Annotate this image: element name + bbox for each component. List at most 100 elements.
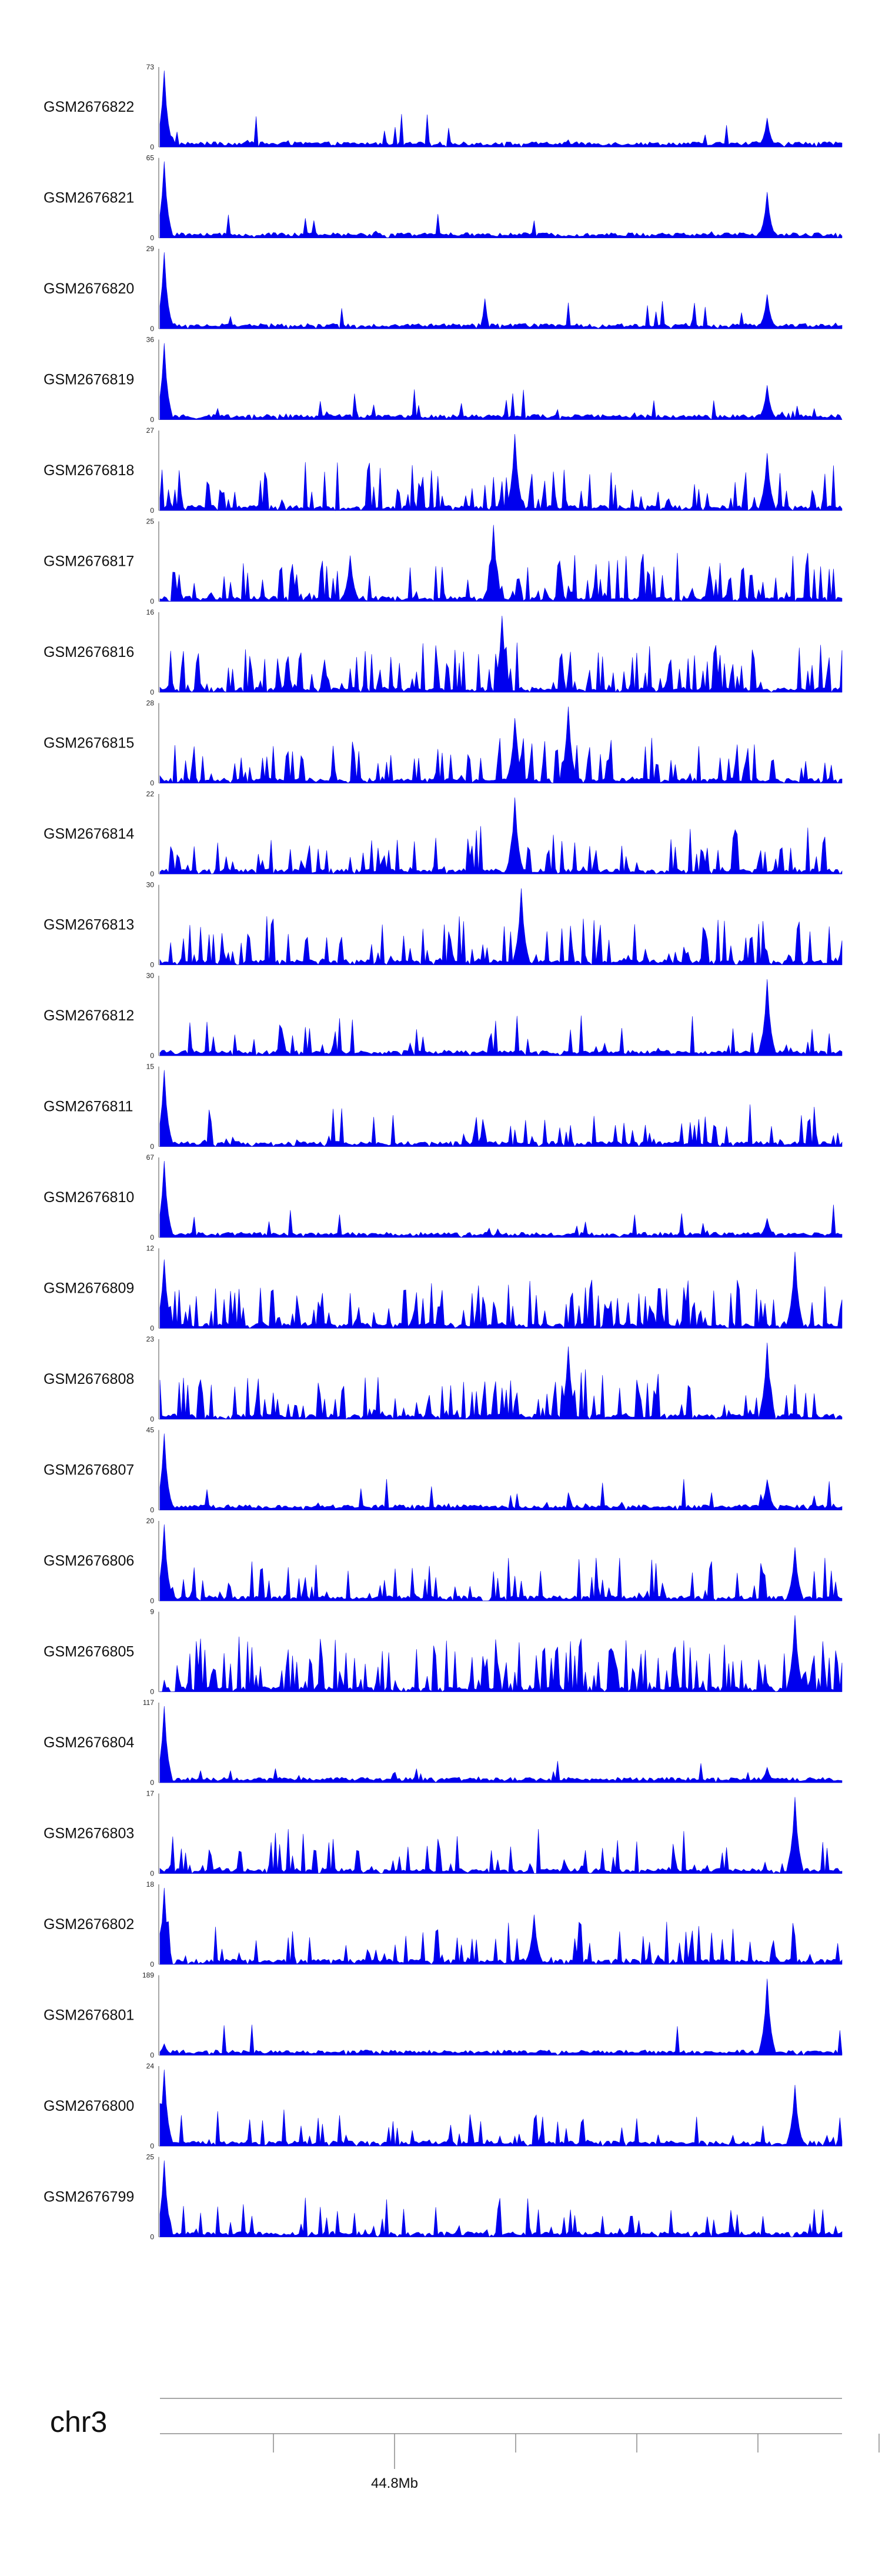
track-label: GSM2676809 (44, 1280, 134, 1297)
y-min-label: 0 (150, 506, 154, 515)
signal-area (159, 1252, 843, 1329)
y-min-label: 0 (150, 416, 154, 424)
y-min-label: 0 (150, 1960, 154, 1968)
track-GSM2676799: GSM2676799 25 0 (44, 2153, 843, 2241)
y-min-label: 0 (150, 2233, 154, 2241)
y-min-label: 0 (150, 2142, 154, 2150)
track-label: GSM2676814 (44, 826, 134, 842)
y-max-label: 30 (146, 972, 155, 980)
track-label: GSM2676811 (44, 1099, 133, 1115)
signal-area (159, 1706, 843, 1783)
signal-area (159, 1797, 843, 1874)
chromosome-label: chr3 (50, 2405, 107, 2438)
y-min-label: 0 (150, 1778, 154, 1787)
y-max-label: 25 (146, 518, 155, 526)
y-max-label: 73 (146, 63, 155, 71)
signal-area (159, 252, 843, 329)
track-label: GSM2676815 (44, 735, 134, 752)
track-GSM2676806: GSM2676806 20 0 (44, 1517, 843, 1605)
y-max-label: 9 (150, 1608, 154, 1616)
track-GSM2676813: GSM2676813 30 0 (44, 881, 843, 969)
y-min-label: 0 (150, 1597, 154, 1605)
y-max-label: 23 (146, 1335, 155, 1343)
y-min-label: 0 (150, 961, 154, 969)
signal-area (159, 2069, 843, 2147)
track-GSM2676807: GSM2676807 45 0 (44, 1426, 843, 1514)
signal-area (159, 1433, 843, 1511)
track-GSM2676816: GSM2676816 16 0 (44, 608, 843, 696)
track-label: GSM2676819 (44, 372, 134, 388)
y-min-label: 0 (150, 598, 154, 606)
track-label: GSM2676810 (44, 1189, 134, 1206)
y-min-label: 0 (150, 234, 154, 242)
y-min-label: 0 (150, 1688, 154, 1696)
signal-area (159, 1342, 843, 1420)
track-GSM2676814: GSM2676814 22 0 (44, 790, 843, 878)
y-max-label: 29 (146, 245, 155, 253)
signal-area (159, 343, 843, 421)
track-GSM2676819: GSM2676819 36 0 (44, 336, 843, 424)
track-GSM2676817: GSM2676817 25 0 (44, 518, 843, 606)
track-label: GSM2676804 (44, 1734, 134, 1751)
track-GSM2676804: GSM2676804 117 0 (44, 1699, 843, 1787)
y-min-label: 0 (150, 2051, 154, 2060)
y-max-label: 12 (146, 1244, 155, 1253)
signal-area (159, 797, 843, 875)
signal-area (159, 161, 843, 238)
signal-area (159, 525, 843, 602)
track-label: GSM2676821 (44, 190, 134, 206)
track-GSM2676809: GSM2676809 12 0 (44, 1244, 843, 1333)
track-label: GSM2676803 (44, 1826, 134, 1842)
track-label: GSM2676813 (44, 917, 134, 933)
signal-area (159, 1978, 843, 2056)
track-GSM2676818: GSM2676818 27 0 (44, 426, 843, 515)
y-max-label: 36 (146, 336, 155, 344)
track-label: GSM2676816 (44, 644, 134, 660)
track-label: GSM2676800 (44, 2098, 134, 2114)
y-max-label: 45 (146, 1426, 155, 1434)
track-label: GSM2676807 (44, 1462, 134, 1479)
track-GSM2676800: GSM2676800 24 0 (44, 2062, 843, 2150)
signal-area (159, 1887, 843, 1965)
track-GSM2676812: GSM2676812 30 0 (44, 972, 843, 1060)
signal-area (159, 706, 843, 783)
signal-area (159, 1615, 843, 1693)
signal-tracks: GSM2676822730GSM2676821650GSM2676820290G… (44, 63, 843, 2241)
y-max-label: 189 (142, 1971, 154, 1980)
track-label: GSM2676812 (44, 1007, 134, 1024)
y-min-label: 0 (150, 779, 154, 788)
track-label: GSM2676801 (44, 2007, 134, 2024)
y-max-label: 27 (146, 426, 155, 435)
signal-area (159, 1524, 843, 1601)
y-min-label: 0 (150, 325, 154, 333)
track-GSM2676815: GSM2676815 28 0 (44, 699, 843, 788)
y-max-label: 65 (146, 154, 155, 162)
track-GSM2676808: GSM2676808 23 0 (44, 1335, 843, 1423)
position-tick-label: 44.8Mb (371, 2475, 418, 2491)
y-min-label: 0 (150, 688, 154, 696)
signal-area (159, 70, 843, 148)
track-GSM2676805: GSM2676805 9 0 (44, 1608, 843, 1696)
track-GSM2676822: GSM2676822 73 0 (44, 63, 843, 151)
track-label: GSM2676802 (44, 1916, 134, 1933)
signal-area (159, 2160, 843, 2238)
track-label: GSM2676799 (44, 2189, 134, 2205)
track-GSM2676801: GSM2676801 189 0 (44, 1971, 843, 2060)
track-GSM2676821: GSM2676821 65 0 (44, 154, 843, 242)
y-min-label: 0 (150, 870, 154, 878)
track-label: GSM2676808 (44, 1371, 134, 1387)
y-max-label: 15 (146, 1063, 155, 1071)
y-max-label: 30 (146, 881, 155, 889)
y-min-label: 0 (150, 1870, 154, 1878)
signal-area (159, 888, 843, 966)
y-min-label: 0 (150, 1052, 154, 1060)
y-min-label: 0 (150, 1324, 154, 1333)
signal-area (159, 1070, 843, 1147)
y-max-label: 67 (146, 1153, 155, 1162)
y-max-label: 117 (143, 1699, 154, 1707)
signal-area (159, 615, 843, 693)
track-GSM2676811: GSM2676811 15 0 (44, 1063, 843, 1151)
genome-axis: chr3 44.8Mb (50, 2398, 880, 2491)
signal-area (159, 979, 843, 1056)
track-GSM2676803: GSM2676803 17 0 (44, 1790, 843, 1878)
